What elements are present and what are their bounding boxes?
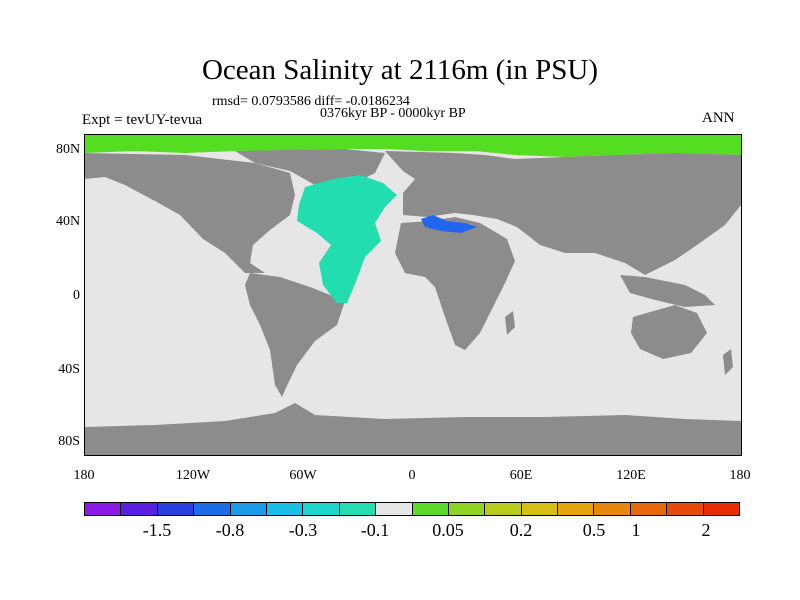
eurasia-land bbox=[385, 151, 741, 275]
legend-color-box-17 bbox=[703, 503, 740, 515]
legend-label: -0.3 bbox=[288, 520, 318, 540]
australia-land bbox=[631, 305, 707, 359]
lon-tick-120e: 120E bbox=[616, 468, 646, 483]
legend-color-box-3 bbox=[194, 503, 231, 515]
lon-tick-0: 0 bbox=[408, 468, 416, 483]
legend-color-box-14 bbox=[594, 503, 631, 515]
africa-land bbox=[395, 217, 515, 350]
antarctica-land bbox=[85, 403, 741, 455]
legend-color-box-4 bbox=[230, 503, 267, 515]
legend-label: 0.2 bbox=[509, 520, 533, 540]
legend-color-box-10 bbox=[448, 503, 486, 515]
legend-color-box-1 bbox=[121, 503, 158, 515]
lon-tick-180w: 180 bbox=[73, 468, 95, 483]
legend-color-box-15 bbox=[630, 503, 668, 515]
arctic-anomaly bbox=[85, 135, 741, 157]
lat-tick-80s: 80S bbox=[58, 434, 80, 449]
lon-tick-60w: 60W bbox=[289, 468, 317, 483]
legend-color-box-5 bbox=[266, 503, 304, 515]
legend-color-box-0 bbox=[85, 503, 122, 515]
south-america-land bbox=[245, 273, 345, 397]
experiment-label: Expt = tevUY-tevua bbox=[82, 112, 203, 128]
legend-color-box-7 bbox=[339, 503, 377, 515]
legend-label: 0.05 bbox=[432, 520, 464, 540]
season-label: ANN bbox=[702, 110, 735, 126]
legend-label: 1 bbox=[631, 520, 641, 540]
north-america-land bbox=[85, 153, 295, 273]
legend-color-box-11 bbox=[485, 503, 522, 515]
legend-color-box-8 bbox=[376, 503, 413, 515]
legend-color-box-12 bbox=[521, 503, 559, 515]
period-subtitle: 0376kyr BP - 0000kyr BP bbox=[320, 106, 466, 121]
legend-color-box-16 bbox=[667, 503, 704, 515]
color-legend-bar bbox=[84, 502, 740, 516]
madagascar-land bbox=[505, 311, 515, 335]
legend-label: -0.8 bbox=[215, 520, 245, 540]
atlantic-anomaly bbox=[297, 175, 397, 303]
legend-color-box-6 bbox=[303, 503, 340, 515]
legend-label: -0.1 bbox=[360, 520, 390, 540]
legend-label: 0.5 bbox=[582, 520, 606, 540]
legend-color-box-2 bbox=[157, 503, 195, 515]
lat-tick-40n: 40N bbox=[56, 214, 81, 229]
legend-label: -1.5 bbox=[142, 520, 172, 540]
lat-tick-80n: 80N bbox=[56, 142, 81, 157]
salinity-map bbox=[84, 134, 742, 456]
legend-color-box-13 bbox=[558, 503, 595, 515]
lon-tick-120w: 120W bbox=[175, 468, 211, 483]
lat-tick-40s: 40S bbox=[58, 362, 80, 377]
lon-tick-180e: 180 bbox=[729, 468, 751, 483]
plot-title: Ocean Salinity at 2116m (in PSU) bbox=[201, 54, 599, 86]
new-zealand-land bbox=[723, 349, 733, 375]
maritime-continent-land bbox=[620, 275, 715, 307]
stats-subtitle: rmsd= 0.0793586 diff= -0.0186234 bbox=[212, 94, 410, 109]
lat-tick-0: 0 bbox=[73, 288, 80, 303]
lon-tick-60e: 60E bbox=[509, 468, 533, 483]
world-map-svg bbox=[85, 135, 741, 455]
legend-color-box-9 bbox=[412, 503, 449, 515]
legend-label: 2 bbox=[701, 520, 711, 540]
mediterranean-anomaly bbox=[421, 215, 477, 233]
